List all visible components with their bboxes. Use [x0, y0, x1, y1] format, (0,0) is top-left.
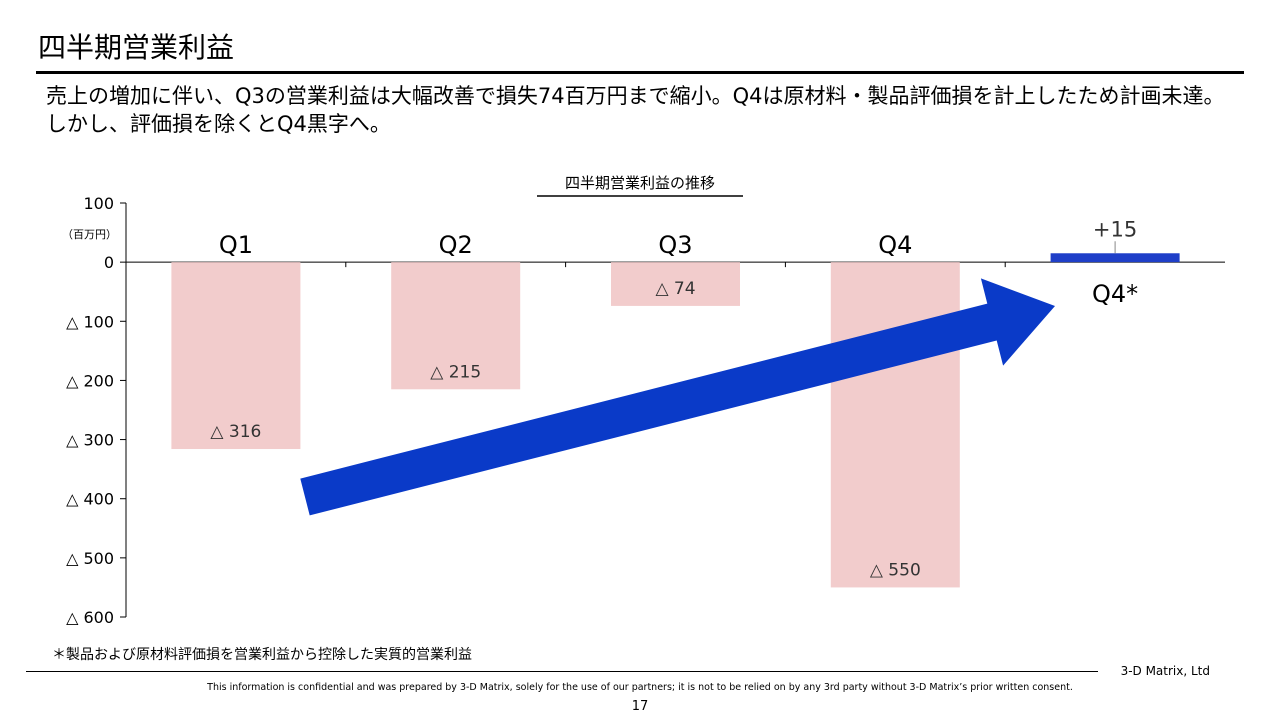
company-name: 3-D Matrix, Ltd — [1120, 664, 1210, 678]
bar-q2 — [391, 262, 521, 390]
bar-q1 — [171, 262, 301, 450]
value-label: △ 215 — [430, 362, 481, 382]
category-label: Q1 — [219, 231, 253, 259]
footnote: ＊製品および原材料評価損を営業利益から控除した実質的営業利益 — [52, 647, 472, 663]
trend-arrow-layer — [300, 278, 1055, 516]
unit-label: （百万円） — [62, 228, 117, 241]
y-tick-label: △ 200 — [66, 371, 114, 390]
category-label: Q2 — [439, 231, 473, 259]
value-label: △ 74 — [655, 279, 695, 299]
y-tick-label: 0 — [104, 253, 114, 272]
disclaimer: This information is confidential and was… — [207, 682, 1073, 693]
y-tick-label: △ 300 — [66, 431, 114, 450]
category-label: Q4* — [1092, 280, 1138, 308]
slide-subtitle: 売上の増加に伴い、Q3の営業利益は大幅改善で損失74百万円まで縮小。Q4は原材料… — [46, 84, 1225, 136]
trend-arrow — [300, 278, 1055, 516]
chart-title: 四半期営業利益の推移 — [565, 174, 715, 192]
bar-q4-adjusted — [1050, 253, 1180, 263]
y-tick-label: △ 400 — [66, 490, 114, 509]
label-layer: Q1 △ 316 Q2 △ 215 Q3 △ 74 Q4 △ 550 Q4* +15 — [210, 217, 1138, 580]
value-label: △ 316 — [210, 422, 261, 442]
axis-layer: 100 0 △ 100 △ 200 △ 300 △ 400 △ 500 △ 600 — [66, 194, 1225, 627]
category-label: Q4 — [878, 231, 912, 259]
slide-title: 四半期営業利益 — [38, 31, 235, 64]
value-label: △ 550 — [870, 560, 921, 580]
y-tick-label: △ 600 — [66, 608, 114, 627]
value-label: +15 — [1093, 217, 1137, 241]
y-tick-label: △ 100 — [66, 312, 114, 331]
page-number: 17 — [631, 699, 649, 714]
y-tick-label: 100 — [83, 194, 114, 213]
category-label: Q3 — [658, 231, 692, 259]
bar-q3 — [611, 262, 740, 306]
title-divider — [36, 71, 1244, 74]
bar-q4 — [830, 262, 960, 588]
footer-divider — [26, 671, 1098, 672]
y-tick-label: △ 500 — [66, 549, 114, 568]
